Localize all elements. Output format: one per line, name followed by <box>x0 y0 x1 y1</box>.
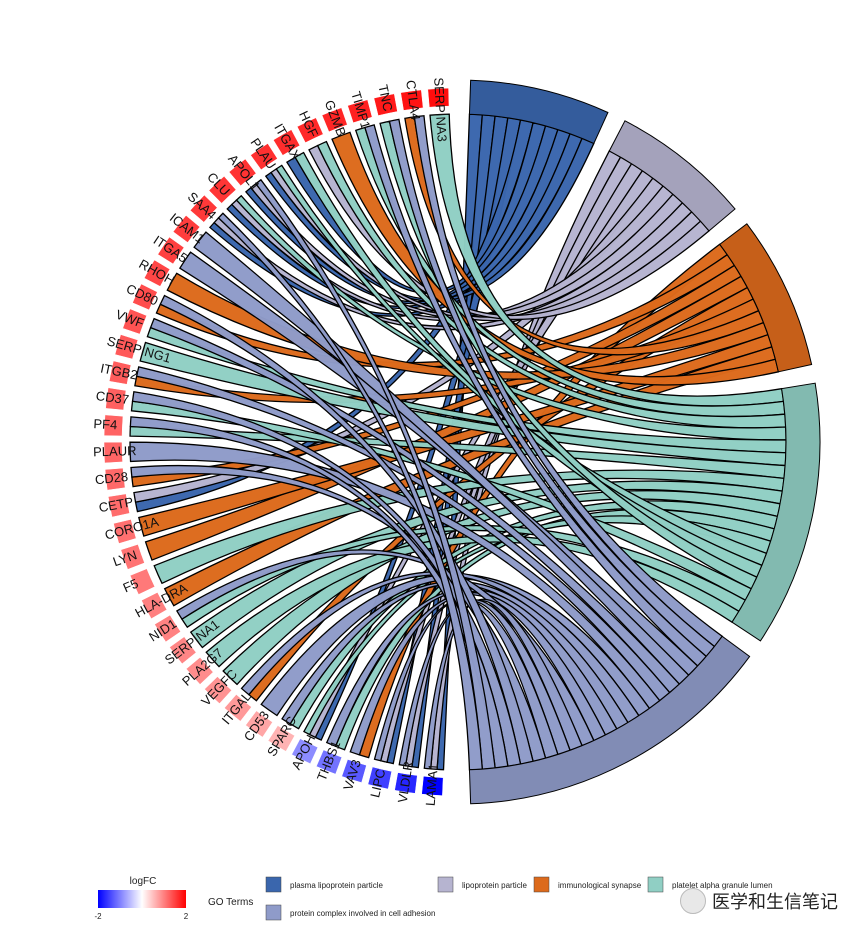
logfc-box-ctla4 <box>400 89 424 111</box>
gene-label-vldlr: VLDLR <box>395 760 416 804</box>
logfc-box-pf4 <box>103 414 124 437</box>
ribbon-cd37-platelet-alpha-granule-lumen <box>130 400 753 602</box>
legend-label-platelet-alpha-granule-lumen: platelet alpha granule lumen <box>672 881 773 890</box>
logfc-box-cd28 <box>104 467 126 491</box>
logfc-box-saa4 <box>189 194 218 223</box>
gene-label-tnc: TNC <box>375 83 395 112</box>
legend-label-immunological-synapse: immunological synapse <box>558 881 642 890</box>
watermark: 医学和生信笔记 <box>680 888 838 914</box>
ribbon-vav3-protein-complex-involved-in-cell-adhesion <box>349 591 607 756</box>
logfc-box-vwf <box>122 308 147 335</box>
gene-label-f5: F5 <box>121 576 141 596</box>
gene-label-cd37: CD37 <box>95 388 130 407</box>
legend-label-plasma-lipoprotein-particle: plasma lipoprotein particle <box>290 881 383 890</box>
go-term-legend-items: plasma lipoprotein particle lipoprotein p… <box>265 876 773 921</box>
term-arcs-layer <box>468 79 821 805</box>
logfc-box-vldlr <box>394 772 418 794</box>
gene-label-pf4: PF4 <box>93 416 118 432</box>
logfc-box-clu <box>208 175 237 204</box>
go-terms-legend-title: GO Terms <box>208 897 253 908</box>
term-arc-plasma-lipoprotein-particle <box>468 79 609 145</box>
logfc-box-f5 <box>129 568 156 595</box>
ribbon-timp1-protein-complex-involved-in-cell-adhesion <box>364 124 708 667</box>
ribbon-icam1-protein-complex-involved-in-cell-adhesion <box>193 231 690 685</box>
logfc-box-serping1 <box>114 334 139 360</box>
logfc-box-itgal <box>224 694 252 722</box>
logfc-box-cd80 <box>132 283 158 311</box>
gene-label-ctla4: CTLA4 <box>403 79 423 121</box>
gene-label-cd28: CD28 <box>94 469 129 487</box>
gene-label-hgf: HGF <box>296 108 321 139</box>
legend-label-lipoprotein-particle: lipoprotein particle <box>462 881 527 890</box>
logfc-box-cetp <box>107 493 130 518</box>
legend-swatch-protein-complex-involved-in-cell-adhesion <box>265 904 282 921</box>
term-arc-platelet-alpha-granule-lumen <box>731 382 821 642</box>
logfc-box-serpina3 <box>427 87 450 108</box>
chart-legend: logFC -2 2 GO Terms plasma lipoprotein p… <box>94 876 772 921</box>
legend-swatch-platelet-alpha-granule-lumen <box>647 876 664 893</box>
legend-label-protein-complex-involved-in-cell-adhesion: protein complex involved in cell adhesio… <box>290 909 435 918</box>
logfc-box-rhoh <box>143 259 171 287</box>
gene-label-lipc: LIPC <box>367 767 388 799</box>
gene-label-itgb2: ITGB2 <box>99 360 139 382</box>
logfc-colorbar <box>98 890 186 908</box>
legend-swatch-lipoprotein-particle <box>437 876 454 893</box>
legend-swatch-plasma-lipoprotein-particle <box>265 876 282 893</box>
logfc-box-cd37 <box>105 387 127 411</box>
watermark-text: 医学和生信笔记 <box>712 892 838 913</box>
ribbon-saa4-protein-complex-involved-in-cell-adhesion <box>217 212 483 771</box>
logfc-max-label: 2 <box>184 912 189 921</box>
logfc-box-coro1a <box>113 519 137 544</box>
logfc-box-apol1 <box>228 158 257 187</box>
gene-label-nid1: NID1 <box>146 616 179 645</box>
logfc-box-thbs1 <box>315 749 343 775</box>
logfc-box-hla-dra <box>141 592 168 620</box>
ribbon-itgb2-protein-complex-involved-in-cell-adhesion <box>135 366 671 702</box>
logfc-box-lyn <box>120 544 145 570</box>
gene-label-lama1: LAMA1 <box>423 763 441 807</box>
logfc-box-plaur <box>103 441 123 464</box>
ribbon-apol1-protein-complex-involved-in-cell-adhesion <box>254 178 496 770</box>
logfc-box-pla2g7 <box>185 656 214 685</box>
logfc-box-apoh <box>291 738 319 765</box>
logfc-box-sparc <box>267 725 296 752</box>
ribbon-f5-platelet-alpha-granule-lumen <box>153 469 785 585</box>
logfc-box-icam1 <box>172 215 201 243</box>
ribbon-vwf-protein-complex-involved-in-cell-adhesion <box>149 317 681 694</box>
logfc-box-lipc <box>367 766 392 790</box>
gene-label-cetp: CETP <box>98 494 135 515</box>
logfc-box-plau <box>250 143 278 171</box>
wechat-icon <box>680 888 706 914</box>
logfc-box-cd53 <box>245 710 273 738</box>
logfc-box-vegfc <box>204 676 232 704</box>
logfc-box-itgax <box>272 129 301 156</box>
logfc-box-vav3 <box>341 759 367 783</box>
term-arc-immunological-synapse <box>719 223 813 373</box>
logfc-box-itgb2 <box>108 360 132 385</box>
ribbons-layer <box>129 113 787 771</box>
logfc-box-lama1 <box>421 775 444 796</box>
ribbon-hgf-platelet-alpha-granule-lumen <box>316 140 787 429</box>
gene-label-plaur: PLAUR <box>93 443 137 459</box>
gene-logfc-boxes <box>103 87 450 796</box>
logfc-box-tnc <box>373 93 398 116</box>
ribbon-lipc-protein-complex-involved-in-cell-adhesion <box>373 598 559 762</box>
gene-label-serpina3: SERPINA3 <box>431 77 450 142</box>
logfc-legend-title: logFC <box>130 876 157 887</box>
logfc-box-gzmb <box>321 107 348 133</box>
term-arc-lipoprotein-particle <box>608 120 736 232</box>
logfc-min-label: -2 <box>94 912 102 921</box>
ribbon-tnc-platelet-alpha-granule-lumen <box>379 120 758 590</box>
ribbon-plaur-protein-complex-involved-in-cell-adhesion <box>129 441 661 710</box>
logfc-box-serpina1 <box>169 636 197 665</box>
ribbon-ctla4-immunological-synapse <box>404 116 765 356</box>
logfc-box-hgf <box>296 117 324 144</box>
logfc-box-timp1 <box>347 99 373 124</box>
legend-swatch-immunological-synapse <box>533 876 550 893</box>
logfc-box-nid1 <box>154 614 182 643</box>
term-arc-protein-complex-involved-in-cell-adhesion <box>468 635 751 805</box>
logfc-box-itga5 <box>157 236 185 265</box>
